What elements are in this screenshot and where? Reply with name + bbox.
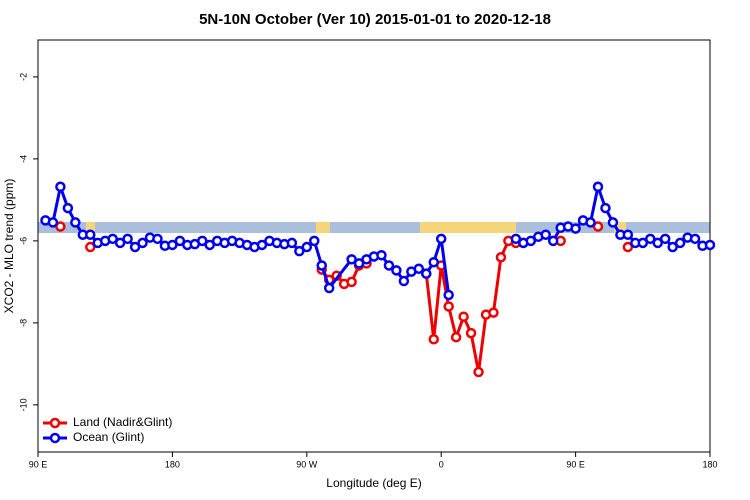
land-patch [614, 222, 626, 233]
data-point [383, 260, 395, 271]
y-axis-label: XCO2 - MLO trend (ppm) [2, 179, 16, 314]
data-point [585, 217, 596, 228]
data-point [704, 239, 716, 251]
data-point [107, 233, 118, 245]
data-point [391, 265, 402, 276]
data-point [659, 233, 671, 245]
data-point [450, 331, 462, 343]
data-point [256, 239, 268, 251]
data-point [547, 235, 559, 247]
land-patch [316, 222, 330, 233]
legend: Land (Nadir&Glint)Ocean (Glint) [43, 415, 172, 444]
x-tick-label: 180 [702, 459, 717, 469]
data-point [55, 221, 66, 232]
data-point [637, 237, 649, 249]
data-point [301, 241, 313, 253]
y-tick-label: -2 [18, 73, 28, 81]
data-point [443, 289, 454, 301]
legend-label: Ocean (Glint) [73, 430, 144, 444]
data-point [458, 311, 469, 322]
data-point [129, 241, 141, 253]
data-point [443, 301, 454, 312]
data-point [323, 282, 335, 294]
data-point [70, 217, 81, 228]
x-axis-label: Longitude (deg E) [326, 476, 421, 490]
data-point [622, 241, 634, 253]
data-point [667, 241, 678, 253]
map-strip [38, 222, 710, 233]
y-tick-label: -6 [18, 237, 28, 245]
y-tick-label: -10 [18, 398, 28, 411]
data-point [652, 237, 663, 249]
data-point [645, 233, 656, 245]
data-point [346, 276, 357, 288]
data-point [85, 241, 96, 253]
y-tick-label: -4 [18, 155, 28, 163]
data-point [592, 221, 604, 232]
data-point [413, 263, 425, 275]
data-point [510, 233, 522, 245]
chart-title: 5N-10N October (Ver 10) 2015-01-01 to 20… [199, 11, 551, 28]
data-point [488, 307, 499, 318]
data-point [114, 237, 126, 249]
data-point [674, 237, 686, 249]
data-point [197, 235, 208, 247]
legend-marker [49, 432, 61, 444]
data-point [592, 181, 604, 193]
data-point [465, 327, 477, 339]
data-point [47, 217, 59, 228]
data-point [294, 245, 305, 257]
data-point [428, 334, 439, 345]
x-tick-label: 180 [165, 459, 180, 469]
x-tick-label: 90 W [296, 459, 318, 469]
land-patch [86, 222, 95, 233]
data-point [167, 239, 178, 251]
data-point [376, 249, 387, 261]
data-point [540, 229, 551, 240]
data-point [152, 233, 163, 245]
ocean-strip [38, 222, 710, 233]
data-point [473, 366, 484, 378]
data-point [421, 268, 432, 279]
x-tick-label: 0 [439, 459, 444, 469]
data-point [204, 239, 215, 251]
data-point [607, 217, 619, 228]
data-point [525, 235, 537, 247]
data-point [309, 235, 320, 247]
data-point [346, 254, 357, 265]
x-tick-label: 90 E [29, 459, 48, 469]
data-point [286, 237, 298, 249]
data-point [85, 229, 96, 240]
data-point [122, 233, 133, 245]
y-tick-label: -8 [18, 319, 28, 327]
data-point [398, 275, 410, 287]
legend-marker [49, 417, 61, 429]
x-tick-label: 90 E [566, 459, 585, 469]
legend-label: Land (Nadir&Glint) [73, 415, 172, 429]
land-patch [420, 222, 516, 233]
data-point [174, 235, 186, 247]
data-point [689, 233, 701, 245]
data-point [600, 202, 611, 214]
data-point [570, 223, 581, 234]
data-point [353, 258, 365, 269]
data-point [495, 252, 507, 263]
data-point [316, 260, 327, 271]
data-point [62, 202, 74, 214]
data-point [622, 229, 634, 240]
data-point [428, 256, 439, 268]
data-point [137, 237, 148, 249]
data-point [55, 181, 66, 193]
data-point [435, 233, 447, 245]
